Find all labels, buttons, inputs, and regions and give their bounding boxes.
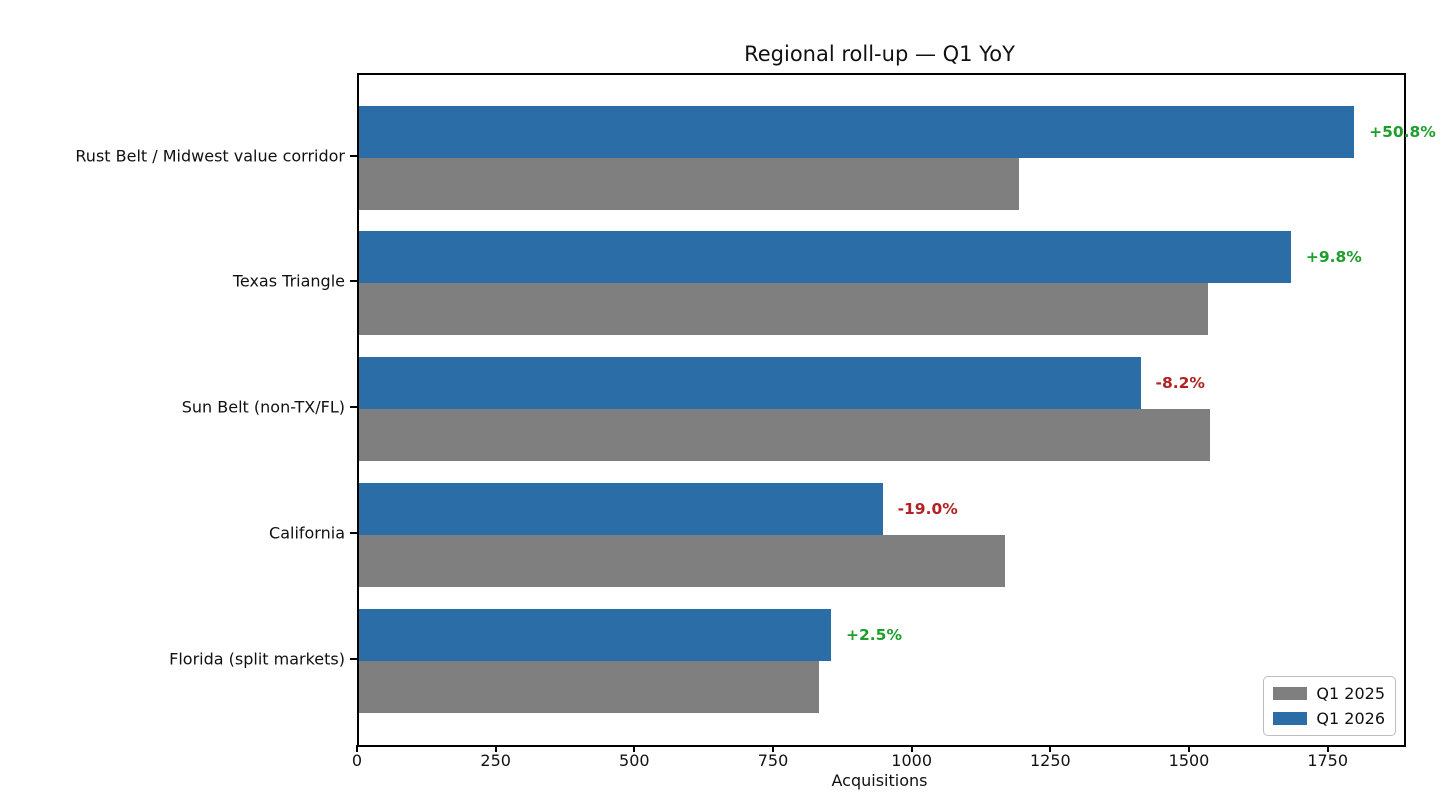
y-tick-label: California [269, 523, 345, 543]
yoy-annotation: -19.0% [897, 499, 958, 518]
x-tick-mark [633, 745, 636, 752]
x-tick-mark [1049, 745, 1052, 752]
yoy-annotation: +9.8% [1305, 248, 1362, 267]
x-tick-mark [772, 745, 774, 752]
legend-label: Q1 2025 [1316, 684, 1385, 703]
bar-q1-2026 [359, 608, 832, 661]
y-tick-mark [350, 154, 357, 157]
x-tick-label: 500 [619, 751, 650, 770]
x-tick-label: 1250 [1029, 751, 1071, 770]
y-tick-mark [350, 406, 357, 408]
bar-q1-2025 [359, 283, 1208, 336]
x-axis-title: Acquisitions [831, 771, 928, 790]
yoy-annotation: +2.5% [846, 625, 902, 644]
x-tick-mark [494, 745, 497, 752]
bar-q1-2025 [359, 409, 1211, 461]
bar-q1-2025 [359, 660, 820, 713]
chart-title: Regional roll-up — Q1 YoY [744, 42, 1015, 66]
plot-area: +50.8% +9.8% -8.2% -19.0% +2.5% Q1 2025 Q1 20… [357, 73, 1436, 747]
bar-q1-2026 [359, 357, 1141, 409]
legend-item: Q1 2025 [1273, 684, 1385, 703]
x-tick-label: 0 [351, 751, 363, 770]
legend-swatch [1273, 712, 1308, 725]
legend: Q1 2025 Q1 2026 [1263, 676, 1396, 736]
x-tick-mark [356, 745, 358, 752]
y-tick-label: Sun Belt (non-TX/FL) [181, 397, 345, 417]
y-tick-mark [350, 531, 357, 534]
bar-q1-2026 [359, 105, 1355, 158]
y-tick-mark [350, 280, 357, 283]
x-tick-label: 1750 [1307, 751, 1349, 770]
legend-swatch [1273, 687, 1308, 700]
yoy-annotation: -8.2% [1155, 374, 1205, 392]
bar-q1-2026 [359, 231, 1291, 284]
x-tick-label: 1500 [1168, 751, 1210, 770]
legend-label: Q1 2026 [1316, 709, 1385, 728]
y-tick-label: Florida (split markets) [169, 649, 345, 668]
bar-q1-2026 [359, 482, 883, 535]
x-tick-mark [910, 745, 913, 752]
yoy-annotation: +50.8% [1369, 122, 1436, 141]
x-tick-label: 1000 [891, 751, 933, 770]
bar-q1-2025 [359, 157, 1020, 210]
x-tick-label: 250 [480, 751, 511, 770]
x-tick-mark [1188, 745, 1190, 752]
y-tick-label: Rust Belt / Midwest value corridor [75, 146, 345, 165]
legend-item: Q1 2026 [1273, 709, 1385, 728]
y-tick-label: Texas Triangle [232, 271, 345, 291]
y-tick-mark [350, 657, 357, 660]
x-tick-mark [1326, 745, 1329, 752]
bar-q1-2025 [359, 534, 1006, 587]
x-tick-label: 750 [757, 751, 789, 770]
